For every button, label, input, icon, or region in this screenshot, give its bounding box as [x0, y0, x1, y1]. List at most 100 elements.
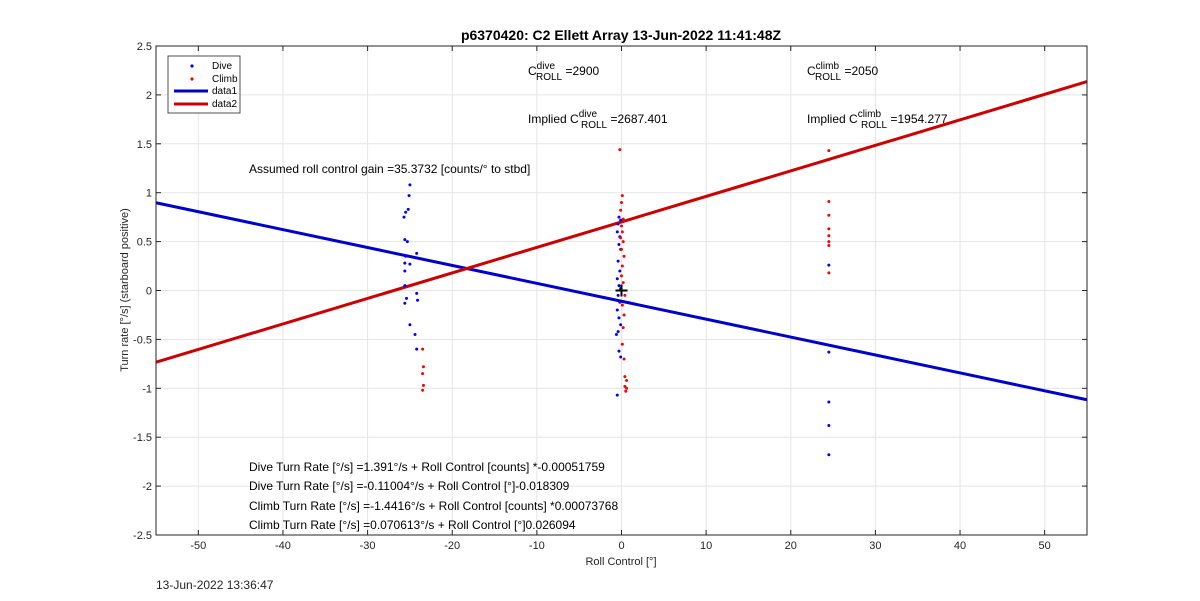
climb-point — [625, 386, 629, 390]
dive-point — [617, 243, 621, 247]
climb-point — [827, 213, 831, 217]
dive-point — [619, 323, 623, 327]
dive-point — [616, 222, 620, 226]
implied-dive-sup: dive — [579, 109, 598, 120]
y-tick-label: 0.5 — [137, 237, 152, 249]
climb-point — [620, 274, 623, 278]
climb-point — [620, 224, 623, 228]
x-tick-label: -50 — [190, 540, 206, 552]
climb-equation-degrees: Climb Turn Rate [°/s] =0.070613°/s + Rol… — [249, 518, 576, 532]
x-tick-label: 50 — [1039, 540, 1051, 552]
y-tick-label: 1.5 — [137, 139, 152, 151]
dive-point — [403, 284, 407, 288]
climb-point — [827, 200, 831, 204]
y-tick-label: 0 — [146, 286, 152, 298]
dive-equation-degrees: Dive Turn Rate [°/s] =-0.11004°/s + Roll… — [249, 479, 570, 493]
dive-point — [614, 333, 618, 337]
climb-point — [621, 240, 625, 244]
dive-point — [615, 230, 619, 234]
legend-dive-label: Dive — [212, 61, 232, 72]
dive-point — [618, 269, 622, 273]
dive-point — [403, 301, 407, 305]
climb-point — [620, 247, 623, 251]
y-tick-label: -1 — [142, 383, 152, 395]
climb-point — [622, 313, 626, 317]
dive-point — [827, 423, 831, 427]
legend: Dive Climb data1 data2 — [167, 55, 241, 114]
fit-line-data1 — [155, 201, 1088, 402]
climb-point — [827, 271, 831, 275]
x-tick-label: -10 — [529, 540, 545, 552]
climb-point — [620, 200, 623, 204]
climb-point — [620, 230, 624, 234]
fit-line-data2 — [155, 80, 1088, 364]
climb-point — [621, 281, 625, 285]
climb-point — [421, 365, 425, 369]
timestamp: 13-Jun-2022 13:36:47 — [156, 578, 274, 592]
x-tick-label: -20 — [444, 540, 460, 552]
climb-c-roll: Cclimb ROLL =2050 — [807, 61, 878, 83]
dive-point — [617, 215, 621, 219]
dive-point — [402, 215, 406, 219]
dive-point — [616, 293, 620, 297]
climb-point — [623, 293, 627, 297]
climb-point — [827, 227, 831, 231]
x-tick-label: 10 — [700, 540, 712, 552]
climb-point — [620, 264, 624, 268]
dive-point — [827, 400, 831, 404]
climb-point — [622, 254, 626, 258]
dive-point — [408, 262, 412, 266]
dive-point — [615, 277, 619, 281]
dive-point — [617, 349, 621, 353]
dive-point — [616, 259, 620, 263]
dive-point — [404, 210, 408, 214]
climb-c-roll-sup: climb — [816, 61, 840, 72]
implied-dive-prefix: Implied C — [528, 112, 579, 126]
data-points — [402, 148, 831, 457]
climb-point — [624, 389, 628, 393]
implied-climb-sup: climb — [858, 109, 882, 120]
climb-point — [621, 326, 625, 330]
dive-point — [404, 254, 408, 258]
climb-point — [421, 372, 425, 376]
climb-point — [421, 388, 425, 392]
y-tick-label: -2 — [142, 481, 152, 493]
dive-point — [405, 240, 409, 244]
y-tick-label: -2.5 — [133, 530, 152, 542]
x-tick-label: -40 — [275, 540, 291, 552]
climb-point — [619, 236, 623, 240]
climb-c-roll-value: =2050 — [841, 64, 878, 78]
legend-climb-label: Climb — [212, 74, 238, 85]
y-axis-label: Turn rate [°/s] (starboard positive) — [119, 208, 131, 372]
dive-point — [617, 316, 621, 320]
climb-point — [827, 234, 831, 238]
implied-climb-prefix: Implied C — [807, 112, 858, 126]
x-axis-label: Roll Control [°] — [585, 556, 656, 568]
dive-point — [408, 323, 412, 327]
climb-point — [620, 303, 624, 307]
dive-point — [403, 261, 407, 265]
dive-c-roll-main: C — [528, 64, 537, 78]
implied-climb-value: =1954.277 — [887, 112, 948, 126]
legend-climb-marker — [190, 77, 194, 81]
x-tick-label: 20 — [785, 540, 797, 552]
dive-point — [403, 269, 407, 273]
y-tick-label: -1.5 — [133, 432, 152, 444]
dive-c-roll: Cdive ROLL =2900 — [528, 61, 599, 83]
y-tick-label: 1 — [146, 188, 152, 200]
climb-c-roll-sub: ROLL — [815, 72, 842, 83]
dive-point — [408, 183, 412, 187]
implied-climb-c-roll: Implied Cclimb ROLL =1954.277 — [807, 109, 948, 131]
origin-marker — [615, 284, 628, 297]
climb-point — [827, 244, 831, 248]
dive-point — [416, 298, 420, 302]
x-tick-label: 30 — [869, 540, 881, 552]
y-tick-label: -0.5 — [133, 334, 152, 346]
climb-point — [623, 375, 627, 379]
dive-c-roll-sup: dive — [537, 61, 556, 72]
dive-point — [405, 296, 409, 300]
dive-equation-counts: Dive Turn Rate [°/s] =1.391°/s + Roll Co… — [249, 460, 605, 474]
dive-c-roll-value: =2900 — [562, 64, 599, 78]
dive-point — [827, 453, 831, 457]
climb-c-roll-main: C — [807, 64, 816, 78]
